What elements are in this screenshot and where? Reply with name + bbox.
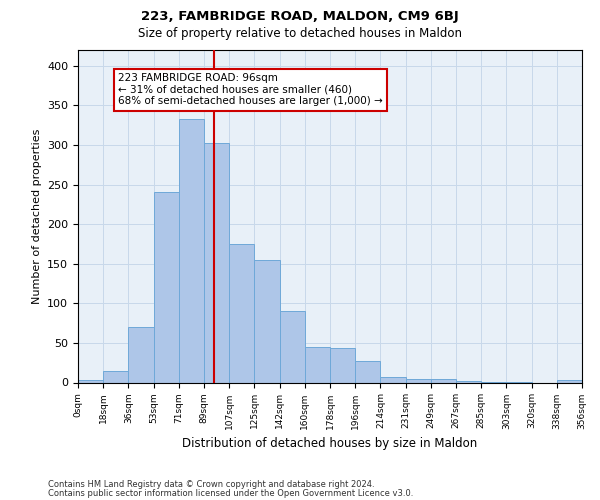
Text: 223, FAMBRIDGE ROAD, MALDON, CM9 6BJ: 223, FAMBRIDGE ROAD, MALDON, CM9 6BJ — [141, 10, 459, 23]
Y-axis label: Number of detached properties: Number of detached properties — [32, 128, 41, 304]
Bar — [254, 260, 280, 382]
Text: Size of property relative to detached houses in Maldon: Size of property relative to detached ho… — [138, 28, 462, 40]
Bar — [431, 378, 456, 382]
Bar — [406, 378, 431, 382]
Text: Contains public sector information licensed under the Open Government Licence v3: Contains public sector information licen… — [48, 489, 413, 498]
Bar — [330, 348, 355, 382]
Bar — [128, 327, 154, 382]
Bar — [154, 192, 179, 382]
Bar — [78, 380, 103, 382]
X-axis label: Distribution of detached houses by size in Maldon: Distribution of detached houses by size … — [182, 437, 478, 450]
Text: 223 FAMBRIDGE ROAD: 96sqm
← 31% of detached houses are smaller (460)
68% of semi: 223 FAMBRIDGE ROAD: 96sqm ← 31% of detac… — [118, 74, 383, 106]
Bar — [355, 361, 380, 382]
Bar — [557, 380, 582, 382]
Bar — [380, 377, 406, 382]
Bar — [305, 347, 330, 382]
Bar — [456, 381, 481, 382]
Text: Contains HM Land Registry data © Crown copyright and database right 2024.: Contains HM Land Registry data © Crown c… — [48, 480, 374, 489]
Bar — [280, 311, 305, 382]
Bar — [204, 142, 229, 382]
Bar — [103, 372, 128, 382]
Bar — [229, 244, 254, 382]
Bar — [179, 119, 204, 382]
